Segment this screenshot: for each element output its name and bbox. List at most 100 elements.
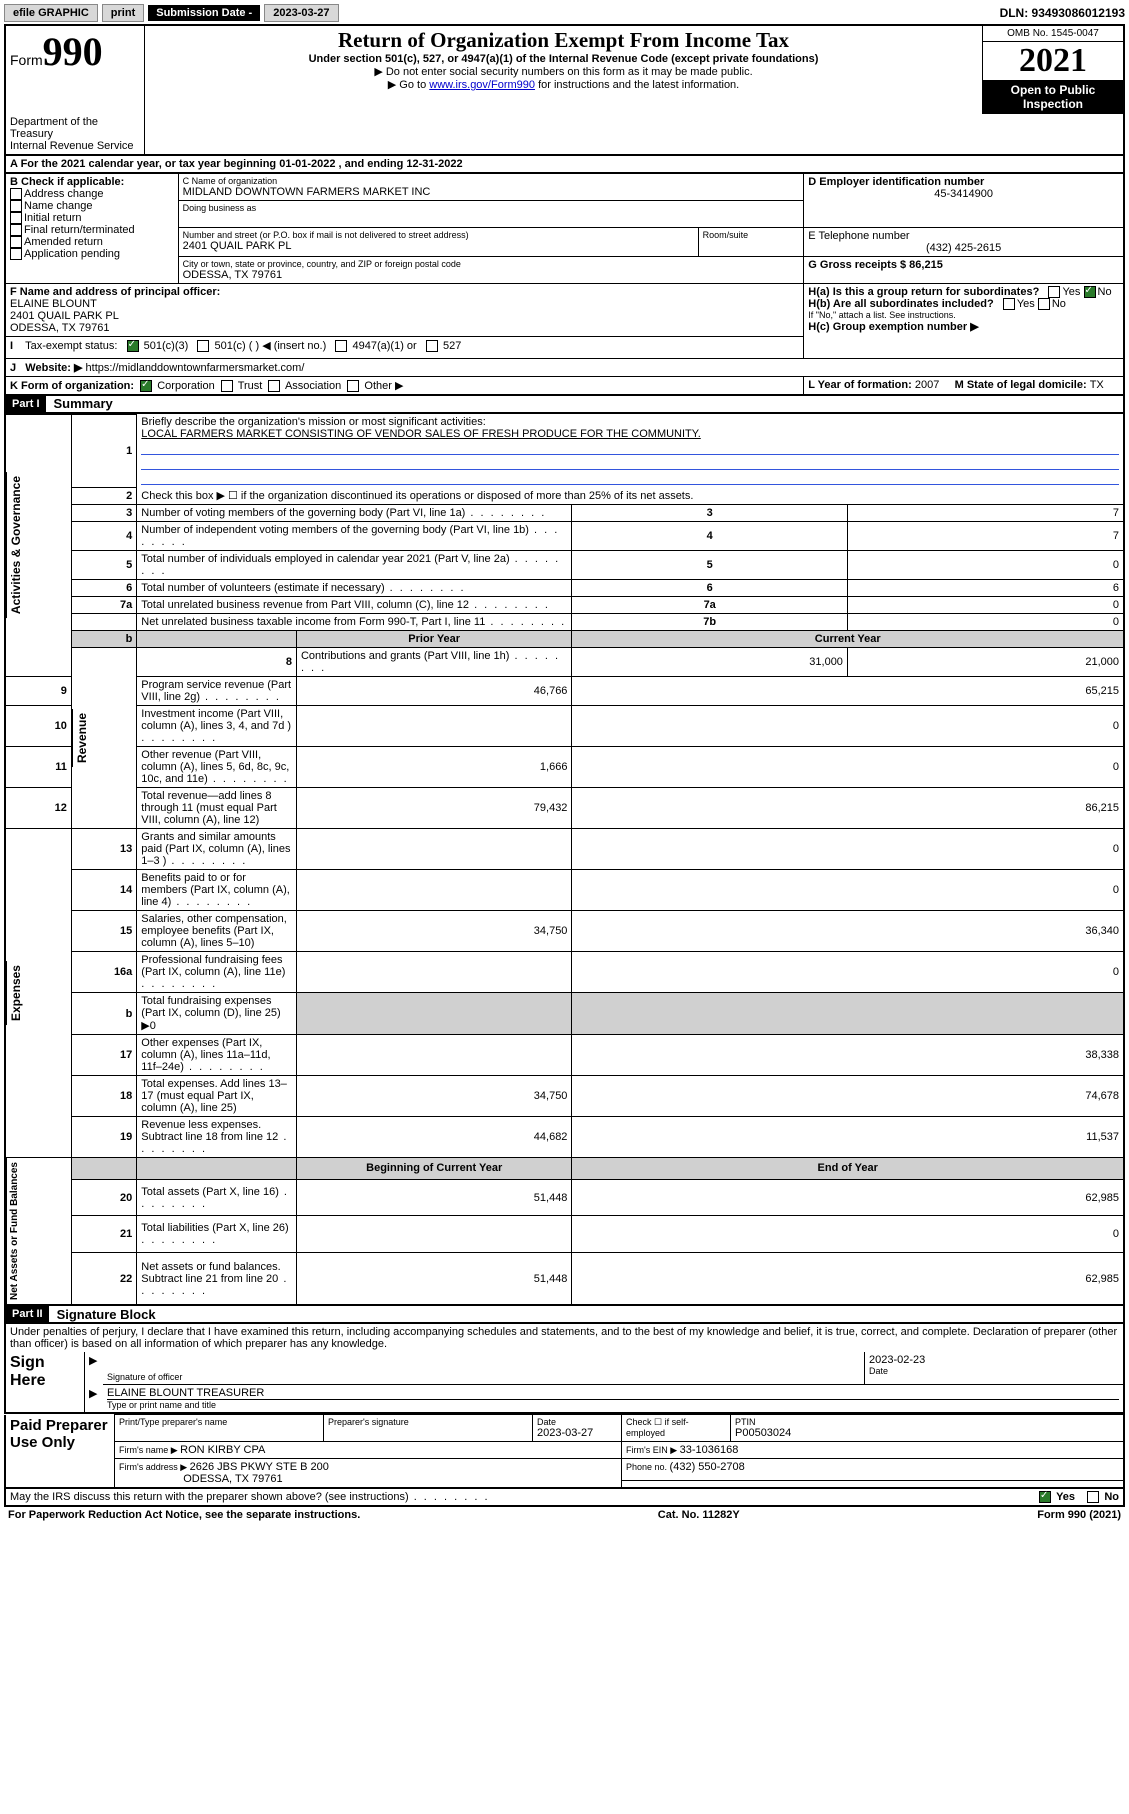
check-application-pending[interactable]: Application pending <box>10 248 174 260</box>
box-m-label: M State of legal domicile: <box>955 379 1090 391</box>
box-j-label: Website: ▶ <box>25 362 82 374</box>
city-label: City or town, state or province, country… <box>183 259 800 269</box>
goto-prefix: ▶ Go to <box>388 79 429 91</box>
check-527[interactable] <box>426 340 438 352</box>
prior-year-hdr: Prior Year <box>408 633 460 645</box>
dept-treasury: Department of the Treasury <box>10 116 140 140</box>
form-subtitle-3: ▶ Go to www.irs.gov/Form990 for instruct… <box>149 78 978 91</box>
check-initial-return[interactable]: Initial return <box>10 212 174 224</box>
current-year-hdr: Current Year <box>815 633 881 645</box>
check-final-return[interactable]: Final return/terminated <box>10 224 174 236</box>
officer-addr2: ODESSA, TX 79761 <box>10 322 799 334</box>
line-16b: bTotal fundraising expenses (Part IX, co… <box>5 993 1124 1035</box>
check-4947[interactable] <box>335 340 347 352</box>
declaration-text: Under penalties of perjury, I declare th… <box>4 1324 1125 1352</box>
street-address: 2401 QUAIL PARK PL <box>183 240 694 252</box>
discuss-yes[interactable] <box>1039 1491 1051 1503</box>
footer-right: Form 990 (2021) <box>1037 1509 1121 1521</box>
hb-note: If "No," attach a list. See instructions… <box>808 310 1119 320</box>
summary-table: Activities & Governance 1 Briefly descri… <box>4 414 1125 1307</box>
form-prefix: Form <box>10 52 43 68</box>
tax-year: 2021 <box>983 42 1123 80</box>
opt-527: 527 <box>443 340 461 352</box>
prep-sig-label: Preparer's signature <box>328 1417 528 1427</box>
end-year-hdr: End of Year <box>818 1162 878 1174</box>
website-value[interactable]: https://midlanddowntownfarmersmarket.com… <box>86 362 305 374</box>
firm-addr1: 2626 JBS PKWY STE B 200 <box>190 1461 329 1473</box>
check-name-change[interactable]: Name change <box>10 200 174 212</box>
prep-date-label: Date <box>537 1417 617 1427</box>
footer-left: For Paperwork Reduction Act Notice, see … <box>8 1509 360 1521</box>
box-hb: H(b) Are all subordinates included? Yes … <box>808 298 1119 310</box>
sig-date-value: 2023-02-23 <box>869 1354 1119 1366</box>
tax-year-row: A For the 2021 calendar year, or tax yea… <box>4 156 1125 173</box>
line-17: 17Other expenses (Part IX, column (A), l… <box>5 1035 1124 1076</box>
line-15: 15Salaries, other compensation, employee… <box>5 911 1124 952</box>
line1-label: Briefly describe the organization's miss… <box>141 416 485 428</box>
check-association[interactable] <box>268 380 280 392</box>
form-header: Form990 Return of Organization Exempt Fr… <box>4 24 1125 156</box>
identification-section: B Check if applicable: Address change Na… <box>4 173 1125 396</box>
box-k-label: K Form of organization: <box>10 380 134 392</box>
footer-mid: Cat. No. 11282Y <box>658 1509 740 1521</box>
box-ha: H(a) Is this a group return for subordin… <box>808 286 1119 298</box>
line-21: 21Total liabilities (Part X, line 26)0 <box>5 1216 1124 1253</box>
line-7a: 7aTotal unrelated business revenue from … <box>5 597 1124 614</box>
print-button[interactable]: print <box>102 4 144 22</box>
year-prefix: A For the 2021 calendar year, or tax yea… <box>10 158 279 170</box>
open-to-public: Open to Public Inspection <box>983 81 1125 114</box>
phone-value: (432) 550-2708 <box>670 1461 745 1473</box>
ha-yes[interactable] <box>1048 286 1060 298</box>
firm-ein-label: Firm's EIN ▶ <box>626 1445 680 1455</box>
part1-header: Part I <box>6 396 46 412</box>
sig-officer-label: Signature of officer <box>107 1372 860 1382</box>
check-amended-return[interactable]: Amended return <box>10 236 174 248</box>
ein-value: 45-3414900 <box>808 188 1119 200</box>
paid-preparer-label: Paid Preparer Use Only <box>10 1417 110 1451</box>
check-other[interactable] <box>347 380 359 392</box>
check-501c3[interactable] <box>127 340 139 352</box>
check-self-employed[interactable]: Check ☐ if self-employed <box>622 1415 731 1442</box>
omb-number: OMB No. 1545-0047 <box>983 26 1123 42</box>
prep-date-value: 2023-03-27 <box>537 1427 617 1439</box>
submission-date-label: Submission Date - <box>148 5 260 21</box>
box-i-label: Tax-exempt status: <box>25 340 117 352</box>
paid-preparer-block: Paid Preparer Use Only Print/Type prepar… <box>4 1414 1125 1489</box>
phone-label: Phone no. <box>626 1462 670 1472</box>
part1-title: Summary <box>46 396 113 411</box>
vert-activities: Activities & Governance <box>6 472 25 618</box>
check-trust[interactable] <box>221 380 233 392</box>
line-22: 22Net assets or fund balances. Subtract … <box>5 1253 1124 1306</box>
line-4: 4Number of independent voting members of… <box>5 522 1124 551</box>
discuss-no[interactable] <box>1087 1491 1099 1503</box>
hb-yes[interactable] <box>1003 298 1015 310</box>
firm-name: RON KIRBY CPA <box>180 1444 265 1456</box>
officer-name: ELAINE BLOUNT <box>10 298 799 310</box>
year-formation: 2007 <box>915 379 939 391</box>
ha-no[interactable] <box>1084 286 1096 298</box>
prep-name-label: Print/Type preparer's name <box>119 1417 319 1427</box>
part2-header-row: Part II Signature Block <box>4 1306 1125 1324</box>
sign-here-label: Sign Here <box>10 1354 80 1390</box>
discuss-text: May the IRS discuss this return with the… <box>10 1491 490 1503</box>
check-501c[interactable] <box>197 340 209 352</box>
instructions-link[interactable]: www.irs.gov/Form990 <box>429 79 535 91</box>
begin-year-hdr: Beginning of Current Year <box>366 1162 502 1174</box>
form-number: 990 <box>43 29 103 74</box>
hb-no[interactable] <box>1038 298 1050 310</box>
line-16a: 16aProfessional fundraising fees (Part I… <box>5 952 1124 993</box>
irs-label: Internal Revenue Service <box>10 140 140 152</box>
line-6: 6Total number of volunteers (estimate if… <box>5 580 1124 597</box>
vert-expenses: Expenses <box>6 961 25 1025</box>
check-corporation[interactable] <box>140 380 152 392</box>
box-d-label: D Employer identification number <box>808 176 1119 188</box>
part2-title: Signature Block <box>49 1307 156 1322</box>
sig-date-label: Date <box>869 1366 1119 1376</box>
part2-header: Part II <box>6 1306 49 1322</box>
efile-button[interactable]: efile GRAPHIC <box>4 4 98 22</box>
line-14: 14Benefits paid to or for members (Part … <box>5 870 1124 911</box>
check-address-change[interactable]: Address change <box>10 188 174 200</box>
gross-receipts: 86,215 <box>909 259 943 271</box>
line-12: 12Total revenue—add lines 8 through 11 (… <box>5 788 1124 829</box>
part1-header-row: Part I Summary <box>4 396 1125 414</box>
